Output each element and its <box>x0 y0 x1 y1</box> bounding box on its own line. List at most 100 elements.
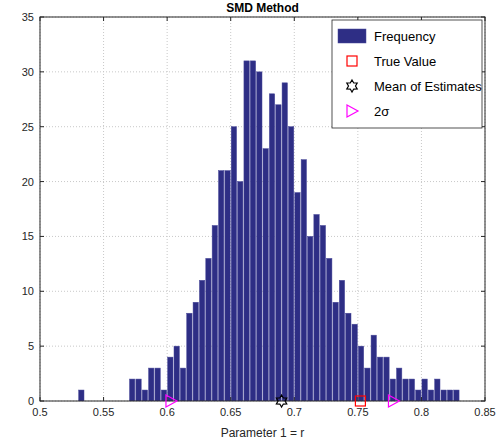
x-tick-label: 0.75 <box>347 406 368 418</box>
histogram-bar <box>263 149 268 401</box>
histogram-bar <box>308 236 313 401</box>
y-tick <box>40 346 44 347</box>
histogram-bar <box>441 390 446 401</box>
y-grid-line <box>40 291 485 292</box>
x-tick <box>421 397 422 401</box>
y-tick-label: 20 <box>22 176 34 188</box>
x-tick <box>103 17 104 21</box>
background <box>0 0 500 445</box>
histogram-bar <box>187 313 192 401</box>
legend-label: True Value <box>374 54 436 69</box>
y-grid-line <box>40 181 485 182</box>
plot-area <box>40 17 485 401</box>
y-tick-label: 5 <box>28 340 34 352</box>
x-tick <box>167 17 168 21</box>
legend-label: Mean of Estimates <box>374 79 482 94</box>
y-tick-label: 0 <box>28 395 34 407</box>
x-tick <box>485 17 486 21</box>
histogram-bar <box>180 368 185 401</box>
histogram-bar <box>276 105 281 401</box>
y-tick <box>481 291 485 292</box>
y-tick <box>40 71 44 72</box>
histogram-bar <box>212 225 217 401</box>
x-tick <box>357 397 358 401</box>
histogram-bar <box>288 127 293 401</box>
histogram-bar <box>339 280 344 401</box>
histogram-bar <box>295 193 300 401</box>
grid <box>40 17 485 401</box>
histogram-bar <box>136 379 141 401</box>
x-tick <box>230 17 231 21</box>
histogram-bar <box>454 390 459 401</box>
y-grid-line <box>40 346 485 347</box>
legend-marker <box>347 105 358 117</box>
y-grid-line <box>40 236 485 237</box>
histogram-bar <box>358 346 363 401</box>
x-tick-label: 0.6 <box>159 406 174 418</box>
histogram-bar <box>231 127 236 401</box>
y-tick-label: 35 <box>22 11 34 23</box>
y-tick <box>481 236 485 237</box>
histogram-bar <box>174 346 179 401</box>
y-tick <box>40 126 44 127</box>
x-tick-label: 0.85 <box>474 406 495 418</box>
histogram-bar <box>149 368 154 401</box>
histogram-bar <box>352 324 357 401</box>
x-tick-label: 0.5 <box>32 406 47 418</box>
histogram-bar <box>225 171 230 401</box>
axes: 0.50.550.60.650.70.750.80.85051015202530… <box>22 11 496 418</box>
legend-marker <box>347 80 357 92</box>
histogram-bar <box>416 390 421 401</box>
x-grid-line <box>167 17 168 401</box>
histogram-bar <box>130 379 135 401</box>
histogram-bar <box>168 357 173 401</box>
histogram-bar <box>403 379 408 401</box>
histogram-bar <box>282 83 287 401</box>
histogram-bar <box>193 302 198 401</box>
y-tick <box>40 236 44 237</box>
histogram-bar <box>409 379 414 401</box>
histogram-bar <box>79 390 84 401</box>
histogram-bar <box>314 214 319 401</box>
histogram-bar <box>155 368 160 401</box>
histogram-bar <box>269 94 274 401</box>
scatter-marker <box>166 395 177 407</box>
scatter-marker <box>276 395 286 407</box>
histogram-bar <box>244 61 249 401</box>
histogram-bar <box>435 379 440 401</box>
legend-label: 2σ <box>374 104 389 119</box>
x-tick <box>40 397 41 401</box>
y-tick <box>481 401 485 402</box>
x-tick <box>40 17 41 21</box>
y-tick <box>481 181 485 182</box>
y-tick-label: 25 <box>22 121 34 133</box>
y-tick <box>481 346 485 347</box>
histogram-bar <box>238 182 243 401</box>
y-tick-label: 15 <box>22 230 34 242</box>
scatter-marker <box>355 396 365 406</box>
x-tick <box>167 397 168 401</box>
histogram-bar <box>333 302 338 401</box>
x-tick-label: 0.8 <box>414 406 429 418</box>
plot-frame <box>40 17 485 401</box>
legend: FrequencyTrue ValueMean of Estimates2σ <box>332 20 482 128</box>
x-tick-label: 0.65 <box>220 406 241 418</box>
y-tick-label: 30 <box>22 66 34 78</box>
histogram-bar <box>397 368 402 401</box>
histogram-bar <box>219 171 224 401</box>
x-tick <box>103 397 104 401</box>
histogram-bar <box>346 313 351 401</box>
y-tick <box>40 401 44 402</box>
chart-title: SMD Method <box>226 1 299 15</box>
x-tick-label: 0.55 <box>93 406 114 418</box>
legend-swatch <box>338 29 366 43</box>
histogram-bar <box>377 357 382 401</box>
x-axis-label: Parameter 1 = r <box>221 426 305 440</box>
histogram-bar <box>142 390 147 401</box>
scatter-marker <box>388 395 399 407</box>
legend-box <box>332 20 482 128</box>
histogram-bar <box>301 160 306 401</box>
histogram-bar <box>199 280 204 401</box>
histogram-bar <box>327 258 332 401</box>
x-tick <box>294 397 295 401</box>
